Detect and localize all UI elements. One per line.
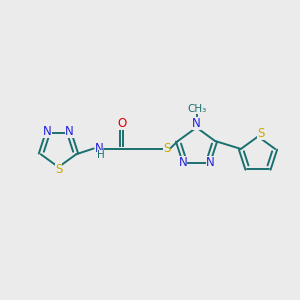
Text: N: N	[206, 156, 214, 169]
Text: S: S	[55, 163, 62, 176]
Text: N: N	[178, 156, 187, 169]
Text: N: N	[65, 124, 74, 138]
Text: N: N	[192, 117, 201, 130]
Text: S: S	[163, 142, 170, 155]
Text: CH₃: CH₃	[187, 104, 206, 114]
Text: O: O	[117, 117, 126, 130]
Text: H: H	[97, 150, 104, 160]
Text: S: S	[257, 127, 265, 140]
Text: N: N	[94, 142, 103, 155]
Text: N: N	[43, 124, 52, 138]
